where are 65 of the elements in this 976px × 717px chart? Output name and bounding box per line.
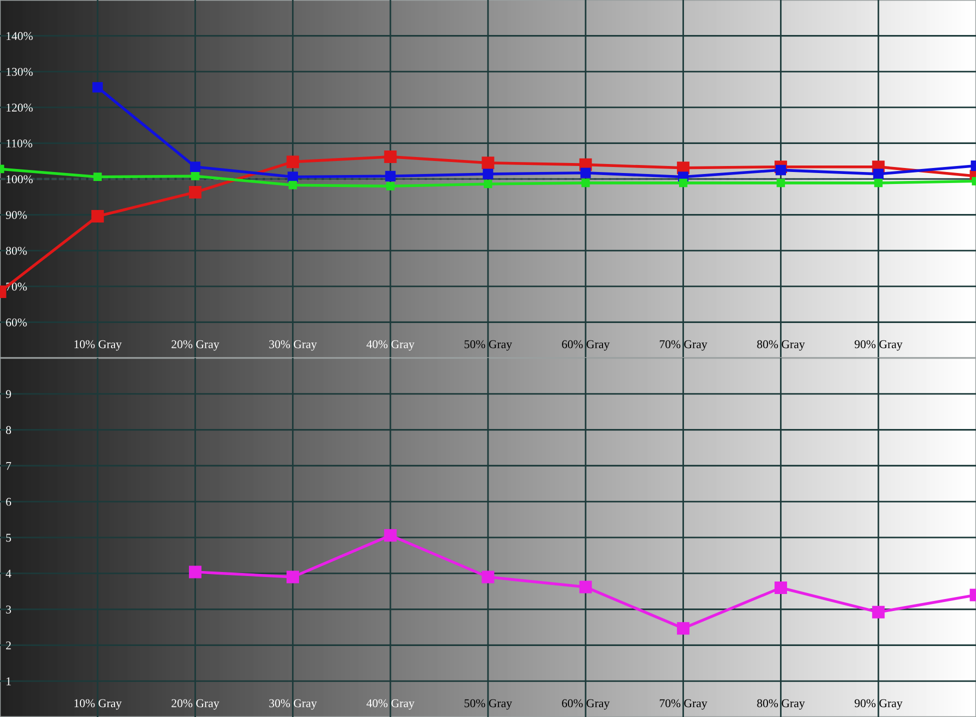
point (286, 570, 300, 584)
y-tick-label: 80% (6, 246, 27, 255)
y-tick-label: 120% (6, 104, 33, 112)
y-tick-label: 6 (6, 498, 12, 506)
point (190, 162, 200, 172)
point (581, 178, 590, 188)
point (579, 580, 592, 594)
x-tick-label: 40% Gray (366, 699, 414, 710)
x-tick-label: 10% Gray (74, 340, 122, 351)
x-tick-label: 50% Gray (464, 340, 512, 351)
point (872, 606, 885, 618)
y-tick-label: 2 (6, 641, 11, 650)
x-tick-label: 40% Gray (366, 340, 414, 351)
x-tick-label: 80% Gray (757, 699, 805, 710)
x-tick-label: 80% Gray (757, 340, 805, 351)
point (384, 529, 397, 542)
point (385, 170, 396, 182)
x-tick-label: 30% Gray (269, 699, 317, 710)
x-tick-label: 20% Gray (172, 340, 220, 351)
point (384, 150, 397, 164)
y-tick-label: 7 (6, 462, 12, 470)
x-tick-label: 60% Gray (562, 699, 610, 710)
x-tick-label: 70% Gray (660, 340, 708, 351)
point (288, 172, 298, 182)
point (482, 168, 494, 180)
point (286, 156, 300, 168)
y-tick-label: 90% (6, 211, 27, 220)
x-tick-label: 30% Gray (269, 340, 317, 351)
x-tick-label: 60% Gray (562, 340, 610, 351)
y-tick-label: 3 (6, 606, 11, 614)
y-tick-label: 140% (6, 32, 33, 40)
point (188, 566, 202, 578)
y-tick-label: 9 (6, 390, 11, 398)
point (92, 82, 103, 93)
y-tick-label: 8 (6, 426, 12, 434)
point (774, 582, 788, 594)
point (484, 180, 492, 188)
y-tick-label: 1 (6, 677, 11, 686)
point (482, 156, 494, 170)
y-tick-label: 5 (6, 534, 11, 542)
point (874, 178, 883, 188)
x-tick-label: 70% Gray (660, 699, 708, 710)
x-tick-label: 90% Gray (854, 699, 902, 710)
point (191, 172, 200, 180)
point (873, 168, 884, 180)
point (679, 178, 688, 188)
x-tick-label: 10% Gray (74, 699, 122, 710)
point (386, 182, 395, 190)
y-tick-label: 110% (6, 139, 32, 148)
y-tick-label: 60% (6, 318, 27, 326)
point (188, 186, 202, 198)
point (776, 164, 786, 176)
point (93, 172, 102, 182)
point (91, 210, 104, 222)
point (776, 178, 785, 188)
x-tick-label: 50% Gray (464, 699, 512, 710)
point (482, 570, 494, 584)
y-tick-label: 100% (6, 175, 33, 184)
x-tick-label: 90% Gray (854, 340, 902, 351)
x-tick-label: 20% Gray (172, 699, 220, 710)
y-tick-label: 130% (6, 68, 33, 76)
y-tick-label: 4 (6, 570, 12, 578)
point (580, 168, 591, 178)
point (288, 180, 297, 190)
point (676, 622, 690, 635)
